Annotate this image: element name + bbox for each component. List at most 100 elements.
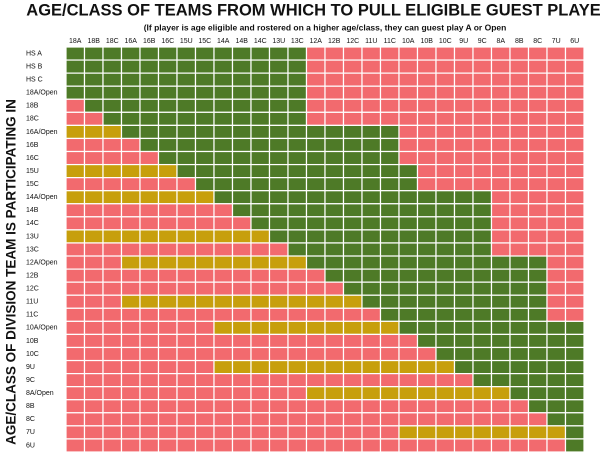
- cell: [509, 359, 530, 375]
- row-label: 12A/Open: [26, 259, 58, 266]
- cell: [83, 177, 104, 192]
- cell: [213, 320, 234, 336]
- cell: [139, 425, 160, 440]
- cell: [194, 307, 215, 322]
- cell: [398, 59, 419, 74]
- cell: [268, 150, 289, 166]
- cell: [416, 373, 437, 388]
- cell: [379, 177, 400, 192]
- cell: [268, 190, 289, 205]
- cell: [83, 425, 104, 440]
- cell: [416, 150, 437, 166]
- cell: [379, 98, 400, 113]
- cell: [490, 320, 511, 336]
- cell: [564, 346, 585, 362]
- cell: [287, 85, 308, 100]
- cell: [342, 242, 363, 257]
- cell: [120, 333, 141, 349]
- cell: [287, 177, 308, 192]
- cell: [546, 190, 567, 205]
- cell: [564, 98, 585, 113]
- cell: [416, 111, 437, 126]
- cell: [139, 242, 160, 257]
- cell: [176, 137, 197, 153]
- cell: [120, 425, 141, 440]
- cell: [250, 98, 271, 113]
- cell: [435, 412, 456, 427]
- cell: [139, 59, 160, 74]
- cell: [527, 307, 548, 322]
- cell: [176, 111, 197, 126]
- cell: [213, 255, 234, 270]
- cell: [398, 72, 419, 87]
- cell: [564, 320, 585, 336]
- cell: [83, 98, 104, 113]
- cell: [453, 307, 474, 322]
- cell: [379, 163, 400, 179]
- cell: [509, 163, 530, 179]
- cell: [139, 412, 160, 427]
- cell: [361, 255, 382, 270]
- column-label: 8A: [496, 38, 505, 45]
- cell: [490, 85, 511, 100]
- cell: [268, 46, 289, 61]
- cell: [342, 163, 363, 179]
- cell: [305, 346, 326, 362]
- cell: [250, 242, 271, 257]
- cell: [416, 294, 437, 309]
- cell: [102, 346, 123, 362]
- cell: [157, 333, 178, 349]
- cell: [342, 399, 363, 414]
- cell: [509, 333, 530, 349]
- cell: [176, 307, 197, 322]
- cell: [416, 190, 437, 205]
- cell: [324, 320, 345, 336]
- cell: [83, 111, 104, 126]
- cell: [268, 163, 289, 179]
- cell: [305, 425, 326, 440]
- cell: [546, 412, 567, 427]
- cell: [509, 294, 530, 309]
- cell: [194, 177, 215, 192]
- cell: [472, 177, 493, 192]
- cell: [379, 281, 400, 296]
- cell: [176, 124, 197, 140]
- cell: [527, 163, 548, 179]
- cell: [398, 216, 419, 231]
- cell: [194, 59, 215, 74]
- cell: [231, 281, 252, 296]
- cell: [564, 425, 585, 440]
- cell: [398, 203, 419, 218]
- cell: [546, 294, 567, 309]
- cell: [287, 216, 308, 231]
- cell: [83, 438, 104, 453]
- cell: [250, 333, 271, 349]
- cell: [139, 72, 160, 87]
- cell: [213, 346, 234, 362]
- cell: [527, 373, 548, 388]
- cell: [194, 46, 215, 61]
- cell: [305, 216, 326, 231]
- cell: [176, 438, 197, 453]
- cell: [453, 190, 474, 205]
- cell: [435, 255, 456, 270]
- column-label: 12A: [310, 38, 323, 45]
- cell: [490, 359, 511, 375]
- cell: [398, 242, 419, 257]
- cell: [342, 307, 363, 322]
- cell: [213, 111, 234, 126]
- cell: [139, 255, 160, 270]
- cell: [83, 85, 104, 100]
- cell: [305, 98, 326, 113]
- cell: [65, 399, 86, 414]
- cell: [65, 281, 86, 296]
- cell: [268, 386, 289, 401]
- cell: [157, 216, 178, 231]
- cell: [324, 46, 345, 61]
- cell: [398, 190, 419, 205]
- cell: [398, 281, 419, 296]
- cell: [305, 373, 326, 388]
- cell: [139, 46, 160, 61]
- cell: [83, 399, 104, 414]
- cell: [139, 216, 160, 231]
